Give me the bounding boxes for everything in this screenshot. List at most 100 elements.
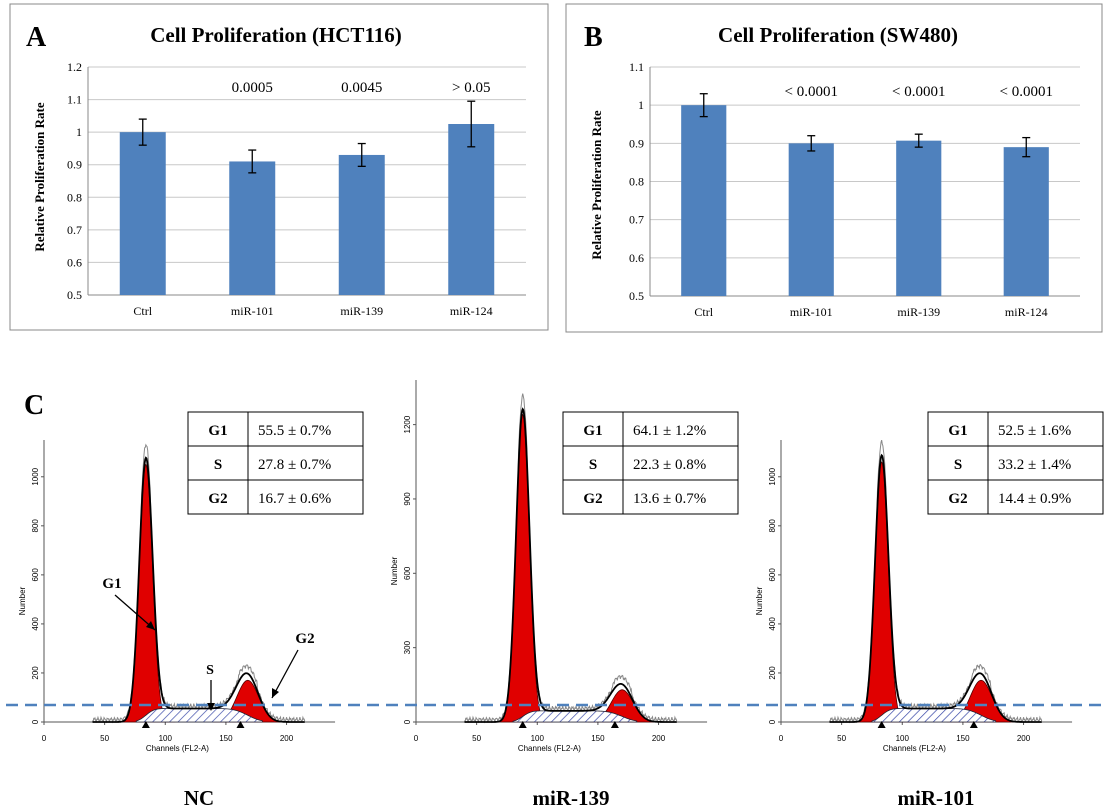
histogram-ytick-label: 200: [31, 666, 40, 680]
histogram-ytick-label: 400: [31, 617, 40, 631]
histogram-ylabel: Number: [18, 586, 27, 615]
g1-annotation-arrow: [114, 594, 156, 631]
phase-table-value: 13.6 ± 0.7%: [633, 491, 706, 507]
phase-table-value: 64.1 ± 1.2%: [633, 423, 706, 439]
panel-a-ylabel: Relative Proliferation Rate: [32, 102, 47, 251]
panel-a-xtick-label: miR-124: [450, 304, 493, 318]
histogram-ytick-label: 600: [403, 566, 412, 580]
histogram-ylabel: Number: [390, 556, 399, 585]
gate-marker: [610, 721, 619, 728]
phase-table-phase: G2: [583, 491, 602, 507]
histogram-ytick-label: 1000: [768, 467, 777, 485]
histogram-raw-trace: [464, 393, 678, 724]
panel-b-bar-mir-101: [788, 143, 834, 296]
histogram-xtick-label: 150: [591, 734, 605, 743]
phase-table-value: 16.7 ± 0.6%: [258, 491, 331, 507]
histogram-xtick-label: 100: [531, 734, 545, 743]
histogram-ytick-label: 0: [403, 719, 412, 724]
phase-table-phase: G1: [583, 423, 602, 439]
phase-table-value: 22.3 ± 0.8%: [633, 457, 706, 473]
histogram-fit-curve: [92, 456, 305, 723]
gate-marker: [877, 721, 886, 728]
g2-arrow-head: [272, 688, 279, 698]
histogram-ytick-label: 900: [403, 492, 412, 506]
panel-a-plot: 0.5 0.6 0.7 0.8 0.9 1 1.1 1.2 Ctrl miR-101 0.0005 m…: [67, 60, 526, 318]
panel-b-ytick-label: 0.7: [629, 213, 644, 227]
panel-a-bar-ctrl: [119, 132, 166, 295]
histogram-condition-label: miR-101: [898, 786, 975, 810]
histogram-xtick-label: 50: [472, 734, 481, 743]
panel-a: A Cell Proliferation (HCT116) Relative P…: [9, 3, 549, 331]
histogram-xtick-label: 50: [837, 734, 846, 743]
histogram-ytick-label: 0: [31, 719, 40, 724]
g2-annotation: G2: [295, 631, 314, 647]
panel-b-xtick-label: Ctrl: [694, 305, 713, 319]
panel-b-bar-mir-124: [1003, 147, 1049, 296]
histogram-ytick-label: 800: [31, 519, 40, 533]
s-arrow-head: [207, 703, 215, 711]
panel-a-bar-mir-124: [448, 124, 495, 295]
panel-b: B Cell Proliferation (SW480) Relative Pr…: [565, 3, 1103, 333]
panel-b-ytick-label: 1.1: [629, 60, 644, 74]
histogram-xtick-label: 100: [159, 734, 173, 743]
histogram-ytick-label: 600: [31, 568, 40, 582]
histogram-xtick-label: 0: [779, 734, 784, 743]
gate-marker: [236, 721, 245, 728]
g1-arrow-head: [146, 621, 155, 630]
panel-a-pvalue-label: 0.0005: [232, 80, 273, 96]
histogram-xtick-label: 200: [280, 734, 294, 743]
phase-table: [187, 411, 364, 515]
panel-a-ytick-label: 1.2: [67, 60, 82, 74]
phase-table-value: 55.5 ± 0.7%: [258, 423, 331, 439]
histogram-fit-curve: [829, 453, 1042, 723]
panel-a-xtick-label: miR-139: [340, 304, 383, 318]
histogram-ytick-label: 200: [768, 666, 777, 680]
phase-table-phase: S: [214, 457, 222, 473]
panel-b-plot: 0.5 0.6 0.7 0.8 0.9 1 1.1 Ctrl miR-101 < 0.0001 mi…: [629, 60, 1080, 319]
panel-c-letter: C: [24, 390, 44, 421]
gate-marker: [518, 721, 527, 728]
panel-b-xtick-label: miR-101: [790, 305, 833, 319]
panel-b-ytick-label: 1: [638, 98, 644, 112]
histogram-xtick-label: 200: [652, 734, 666, 743]
phase-table-phase: G1: [948, 423, 967, 439]
panel-a-ytick-label: 1.1: [67, 93, 82, 107]
histogram-condition-label: NC: [184, 786, 214, 810]
histogram-condition-label: miR-139: [533, 786, 610, 810]
histogram-xtick-label: 200: [1017, 734, 1031, 743]
panel-b-pvalue-label: < 0.0001: [1000, 84, 1053, 100]
panel-a-ytick-label: 0.6: [67, 255, 82, 269]
histogram-xlabel: Channels (FL2-A): [883, 744, 946, 753]
histogram-ytick-label: 0: [768, 719, 777, 724]
panel-b-ytick-label: 0.6: [629, 251, 644, 265]
panel-a-pvalue-label: > 0.05: [452, 80, 490, 96]
panel-a-title: Cell Proliferation (HCT116): [150, 23, 402, 47]
panel-a-ytick-label: 0.8: [67, 190, 82, 204]
histogram-nc: 0 200 400 600 800 1000 Number 0 50 100 150 200 Chann…: [18, 411, 364, 810]
panel-a-ytick-label: 0.9: [67, 158, 82, 172]
phase-table-value: 52.5 ± 1.6%: [998, 423, 1071, 439]
phase-table-phase: G2: [208, 491, 227, 507]
phase-table-phase: G1: [208, 423, 227, 439]
histogram-xtick-label: 0: [414, 734, 419, 743]
histogram-ytick-label: 800: [768, 519, 777, 533]
panel-a-bar-mir-139: [338, 154, 385, 295]
panel-a-bar-mir-101: [229, 161, 276, 295]
panel-b-bar-mir-139: [896, 140, 942, 296]
panel-b-title: Cell Proliferation (SW480): [718, 23, 958, 47]
panel-b-bar-ctrl: [681, 105, 727, 297]
panel-b-ylabel: Relative Proliferation Rate: [589, 110, 604, 259]
g1-annotation: G1: [102, 576, 121, 592]
phase-table: [562, 411, 739, 515]
histogram-xlabel: Channels (FL2-A): [146, 744, 209, 753]
histogram-mir-139: 0 300 600 900 1200 Number 0 50 100 150 200 Channels…: [390, 380, 739, 810]
histogram-xtick-label: 150: [956, 734, 970, 743]
histogram-ytick-label: 300: [403, 640, 412, 654]
panel-a-ytick-label: 0.7: [67, 223, 82, 237]
panel-a-ytick-label: 1: [76, 125, 82, 139]
panel-a-pvalue-label: 0.0045: [341, 80, 382, 96]
histogram-xtick-label: 0: [42, 734, 47, 743]
panel-b-ytick-label: 0.5: [629, 289, 644, 303]
